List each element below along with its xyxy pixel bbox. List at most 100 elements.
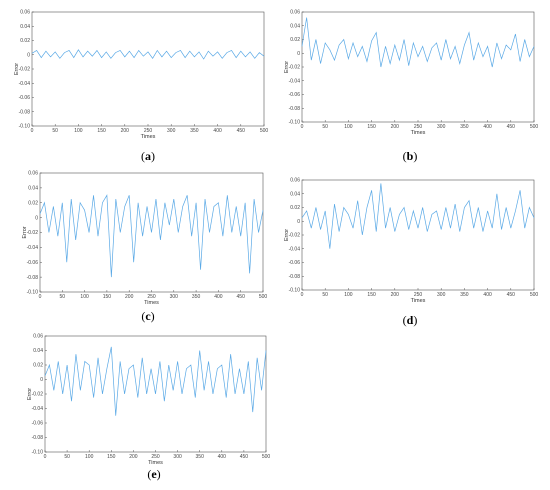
x-tick-label: 350 bbox=[460, 292, 469, 298]
panel-label-e: (e) bbox=[147, 467, 160, 481]
x-tick-label: 0 bbox=[39, 294, 42, 300]
y-tick-label: -0.02 bbox=[289, 65, 301, 71]
x-tick-label: 450 bbox=[237, 128, 246, 134]
y-tick-label: -0.10 bbox=[27, 290, 39, 296]
y-tick-label: 0 bbox=[40, 377, 43, 383]
y-tick-label: 0.02 bbox=[20, 38, 30, 44]
x-tick-label: 150 bbox=[367, 124, 376, 130]
x-tick-label: 100 bbox=[74, 128, 83, 134]
y-tick-label: 0.04 bbox=[290, 191, 300, 197]
x-axis-label: Times bbox=[411, 298, 426, 304]
x-tick-label: 50 bbox=[64, 454, 70, 460]
x-tick-label: 50 bbox=[322, 124, 328, 130]
y-tick-label: -0.02 bbox=[289, 233, 301, 239]
y-tick-label: 0.06 bbox=[290, 178, 300, 184]
y-tick-label: 0.02 bbox=[28, 200, 38, 206]
y-tick-label: 0.04 bbox=[33, 348, 43, 354]
series-line-a bbox=[31, 49, 265, 60]
x-tick-label: 200 bbox=[391, 124, 400, 130]
x-tick-label: 400 bbox=[483, 292, 492, 298]
x-tick-label: 250 bbox=[144, 128, 153, 134]
y-tick-label: -0.10 bbox=[289, 120, 301, 126]
y-tick-label: 0 bbox=[35, 215, 38, 221]
x-tick-label: 200 bbox=[129, 454, 138, 460]
x-tick-label: 250 bbox=[414, 124, 423, 130]
x-tick-label: 450 bbox=[240, 454, 249, 460]
y-tick-label: -0.06 bbox=[32, 421, 44, 427]
y-tick-label: -0.10 bbox=[19, 124, 31, 130]
y-tick-label: -0.06 bbox=[19, 95, 31, 101]
x-tick-label: 100 bbox=[344, 292, 353, 298]
y-tick-label: 0.04 bbox=[20, 24, 30, 30]
x-tick-label: 200 bbox=[391, 292, 400, 298]
x-axis-label: Times bbox=[144, 300, 159, 306]
x-tick-label: 500 bbox=[260, 128, 269, 134]
y-tick-label: 0 bbox=[27, 52, 30, 58]
y-tick-label: -0.02 bbox=[27, 230, 39, 236]
y-tick-label: -0.06 bbox=[27, 260, 39, 266]
y-tick-label: 0.04 bbox=[290, 23, 300, 29]
panel-label-c: (c) bbox=[141, 309, 154, 323]
x-tick-label: 500 bbox=[530, 292, 539, 298]
x-tick-label: 300 bbox=[167, 128, 176, 134]
y-tick-label: -0.04 bbox=[32, 406, 44, 412]
y-tick-label: -0.08 bbox=[27, 275, 39, 281]
x-tick-label: 400 bbox=[213, 128, 222, 134]
y-tick-label: 0.02 bbox=[290, 37, 300, 43]
x-tick-label: 150 bbox=[103, 294, 112, 300]
x-tick-label: 50 bbox=[52, 128, 58, 134]
y-tick-label: 0 bbox=[297, 51, 300, 57]
series-line-b bbox=[301, 17, 535, 68]
y-tick-label: -0.02 bbox=[19, 67, 31, 73]
x-tick-label: 200 bbox=[121, 128, 130, 134]
y-axis-label: Error bbox=[14, 63, 20, 75]
y-tick-label: -0.04 bbox=[19, 81, 31, 87]
y-tick-label: 0.06 bbox=[290, 10, 300, 16]
x-tick-label: 250 bbox=[151, 454, 160, 460]
x-tick-label: 250 bbox=[147, 294, 156, 300]
x-tick-label: 350 bbox=[460, 124, 469, 130]
x-tick-label: 450 bbox=[507, 124, 516, 130]
x-tick-label: 500 bbox=[262, 454, 271, 460]
y-tick-label: -0.04 bbox=[27, 245, 39, 251]
x-tick-label: 50 bbox=[60, 294, 66, 300]
x-tick-label: 250 bbox=[414, 292, 423, 298]
x-tick-label: 150 bbox=[107, 454, 116, 460]
x-tick-label: 0 bbox=[301, 292, 304, 298]
y-tick-label: 0.04 bbox=[28, 186, 38, 192]
y-tick-label: -0.06 bbox=[289, 260, 301, 266]
x-tick-label: 300 bbox=[437, 124, 446, 130]
y-tick-label: 0 bbox=[297, 219, 300, 225]
y-tick-label: -0.08 bbox=[19, 109, 31, 115]
y-tick-label: -0.08 bbox=[32, 435, 44, 441]
y-tick-label: 0.02 bbox=[33, 363, 43, 369]
y-tick-label: -0.10 bbox=[32, 450, 44, 456]
x-tick-label: 500 bbox=[259, 294, 268, 300]
series-line-e bbox=[44, 346, 267, 416]
x-tick-label: 350 bbox=[192, 294, 201, 300]
x-tick-label: 300 bbox=[437, 292, 446, 298]
x-axis-label: Times bbox=[148, 460, 163, 466]
y-tick-label: 0.06 bbox=[28, 171, 38, 177]
y-tick-label: -0.04 bbox=[289, 78, 301, 84]
panel-label-a: (a) bbox=[141, 149, 155, 163]
x-axis-label: Times bbox=[141, 134, 156, 140]
x-tick-label: 50 bbox=[322, 292, 328, 298]
x-tick-label: 100 bbox=[85, 454, 94, 460]
x-tick-label: 450 bbox=[237, 294, 246, 300]
y-tick-label: 0.02 bbox=[290, 205, 300, 211]
x-tick-label: 0 bbox=[44, 454, 47, 460]
x-tick-label: 400 bbox=[214, 294, 223, 300]
plot-frame-d bbox=[301, 179, 535, 291]
panel-label-d: (d) bbox=[403, 313, 418, 327]
y-tick-label: -0.02 bbox=[32, 392, 44, 398]
x-tick-label: 150 bbox=[367, 292, 376, 298]
series-line-d bbox=[301, 183, 535, 249]
y-tick-label: -0.10 bbox=[289, 288, 301, 294]
panel-label-b: (b) bbox=[403, 149, 418, 163]
x-tick-label: 500 bbox=[530, 124, 539, 130]
x-tick-label: 300 bbox=[170, 294, 179, 300]
x-tick-label: 0 bbox=[301, 124, 304, 130]
y-tick-label: -0.08 bbox=[289, 106, 301, 112]
